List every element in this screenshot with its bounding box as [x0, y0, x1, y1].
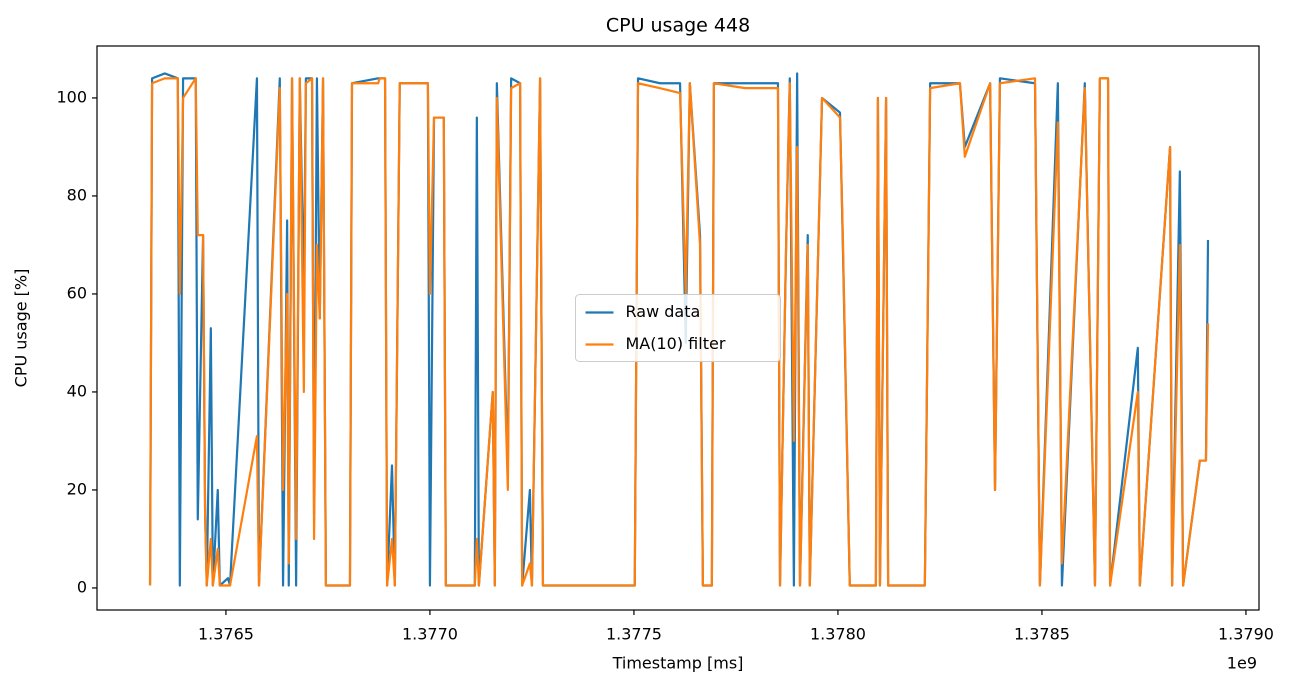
x-tick-label: 1.3780 — [810, 625, 866, 644]
x-axis-label: Timestamp [ms] — [612, 654, 744, 673]
legend-label: MA(10) filter — [626, 334, 726, 353]
plot-frame — [96, 45, 1260, 611]
x-tick-label: 1.3785 — [1014, 625, 1070, 644]
x-offset-label: 1e9 — [1227, 654, 1257, 673]
y-tick-label: 80 — [67, 185, 87, 204]
chart-title: CPU usage 448 — [606, 15, 750, 37]
x-tick-label: 1.3775 — [606, 625, 662, 644]
y-tick-label: 0 — [77, 577, 87, 596]
y-axis-label: CPU usage [%] — [12, 269, 31, 388]
series-line — [148, 77, 1210, 587]
y-tick-label: 60 — [67, 283, 87, 302]
legend-box — [575, 294, 781, 362]
x-tick-label: 1.3790 — [1218, 625, 1274, 644]
y-tick-label: 40 — [67, 381, 87, 400]
y-tick-label: 100 — [56, 87, 87, 106]
x-tick-label: 1.3770 — [402, 625, 458, 644]
legend-label: Raw data — [626, 302, 701, 321]
x-tick-label: 1.3765 — [198, 625, 254, 644]
y-tick-label: 20 — [67, 479, 87, 498]
